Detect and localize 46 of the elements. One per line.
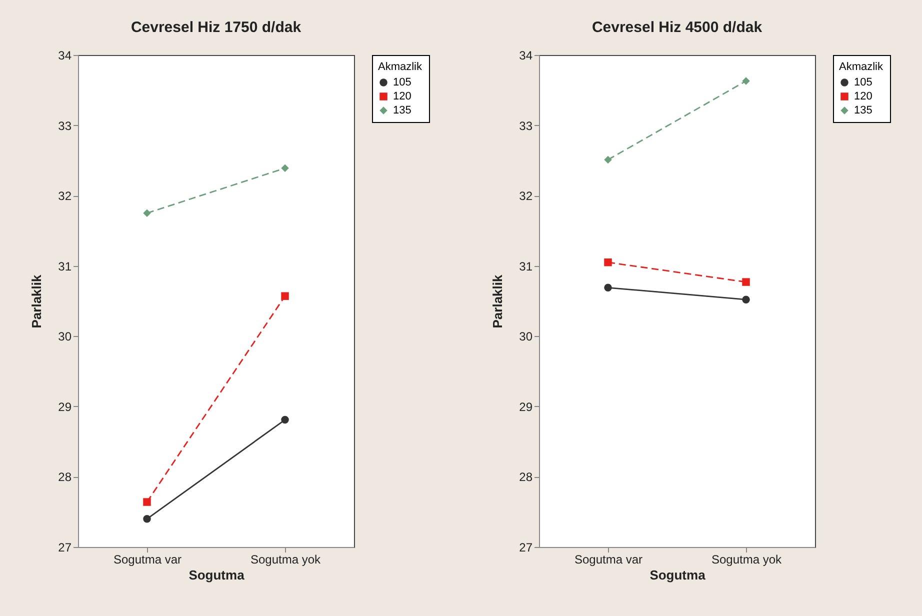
y-tick-label: 33 [58, 118, 72, 133]
point [143, 515, 151, 523]
y-tick-label: 27 [519, 540, 533, 554]
legend-label: 135 [854, 104, 872, 116]
point [281, 164, 289, 172]
y-tick-label: 30 [519, 330, 533, 344]
legend-title: Akmazlik [839, 61, 884, 73]
legend-label: 105 [393, 76, 412, 88]
x-tick-label: Sogutma var [113, 552, 182, 566]
y-tick-label: 33 [519, 118, 533, 133]
x-tick-label: Sogutma yok [711, 552, 783, 566]
point [742, 77, 750, 85]
x-tick-label: Sogutma var [574, 552, 643, 566]
legend-title: Akmazlik [378, 61, 423, 73]
point [281, 292, 289, 300]
legend-label: 105 [854, 76, 872, 88]
x-axis-title: Sogutma [188, 568, 246, 582]
point [604, 156, 612, 164]
point [604, 258, 612, 266]
x-tick-label: Sogutma yok [250, 552, 322, 566]
legend-label: 120 [393, 90, 412, 102]
point [604, 284, 612, 292]
point [143, 209, 151, 218]
y-tick-label: 30 [58, 330, 72, 344]
point [143, 498, 151, 506]
x-axis-title: Sogutma [650, 568, 706, 582]
y-tick-label: 31 [519, 259, 533, 274]
point [742, 296, 750, 304]
y-axis-title: Parlaklik [29, 274, 44, 328]
legend-label: 120 [854, 90, 872, 102]
y-tick-label: 34 [58, 48, 72, 62]
y-tick-label: 29 [519, 400, 533, 414]
y-tick-label: 32 [519, 189, 533, 204]
y-tick-label: 29 [58, 400, 72, 414]
chart-title: Cevresel Hiz 1750 d/dak [130, 19, 302, 36]
point [281, 416, 289, 424]
chart-title: Cevresel Hiz 4500 d/dak [592, 19, 763, 36]
y-axis-title: Parlaklik [490, 274, 506, 328]
y-tick-label: 31 [58, 259, 72, 274]
y-tick-label: 27 [58, 540, 72, 554]
y-tick-label: 32 [58, 189, 72, 204]
point [742, 278, 750, 286]
y-tick-label: 28 [519, 470, 533, 484]
y-tick-label: 28 [58, 470, 72, 484]
y-tick-label: 34 [519, 48, 533, 62]
legend-label: 135 [393, 104, 412, 116]
